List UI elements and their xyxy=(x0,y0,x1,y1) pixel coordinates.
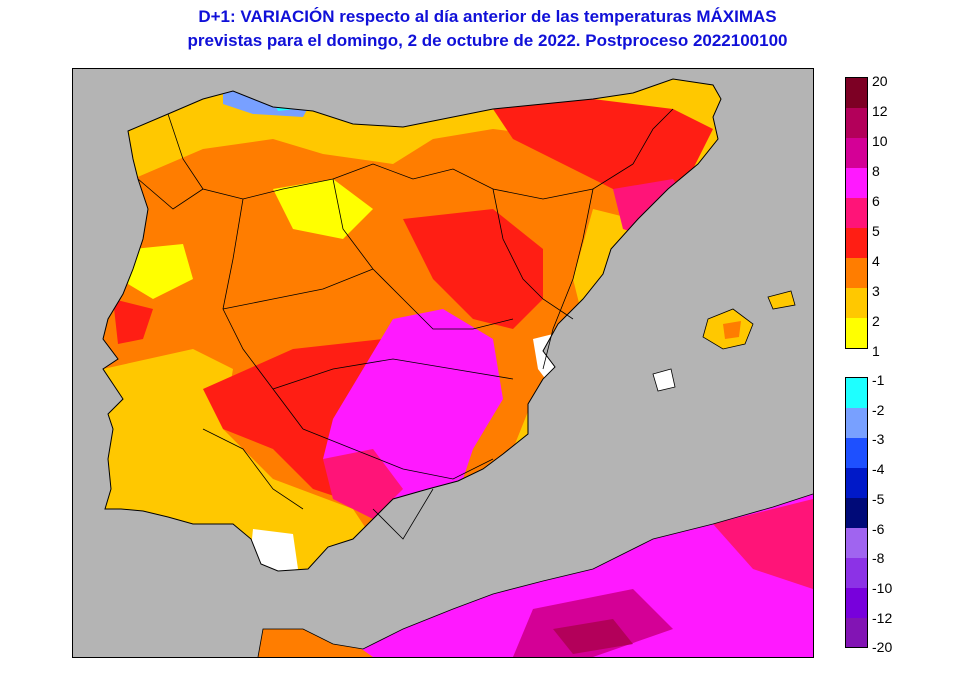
legend-label: -8 xyxy=(872,550,885,567)
legend-swatch xyxy=(846,288,867,318)
legend-label: 8 xyxy=(872,163,880,179)
legend-swatch xyxy=(846,78,867,108)
map-title-line-1: D+1: VARIACIÓN respecto al día anterior … xyxy=(198,7,777,26)
legend-negative-scale xyxy=(845,377,868,648)
legend-label: 3 xyxy=(872,283,880,299)
legend-label: 10 xyxy=(872,133,888,149)
legend-label: -12 xyxy=(872,609,893,626)
legend-swatch xyxy=(846,438,867,468)
legend-swatch xyxy=(846,318,867,348)
legend-label: 4 xyxy=(872,253,880,269)
legend-swatch xyxy=(846,378,867,408)
legend-label: -4 xyxy=(872,461,885,478)
legend-label: 2 xyxy=(872,313,880,329)
legend-label: -5 xyxy=(872,490,885,507)
legend-label: 20 xyxy=(872,73,888,89)
region-borders xyxy=(137,108,674,540)
legend-label: -20 xyxy=(872,639,893,656)
legend-swatch xyxy=(846,138,867,168)
temperature-variation-map xyxy=(72,68,814,658)
legend-swatch xyxy=(846,468,867,498)
legend-label: -2 xyxy=(872,401,885,418)
legend-swatch xyxy=(846,198,867,228)
legend-swatch xyxy=(846,498,867,528)
legend-swatch xyxy=(846,228,867,258)
legend-label: -6 xyxy=(872,520,885,537)
legend-swatch xyxy=(846,588,867,618)
legend-label: -3 xyxy=(872,431,885,448)
legend-label: -10 xyxy=(872,579,893,596)
legend-swatch xyxy=(846,108,867,138)
balearic-islands xyxy=(652,290,796,392)
legend-label: 12 xyxy=(872,103,888,119)
legend-positive-scale xyxy=(845,77,868,349)
legend-swatch xyxy=(846,558,867,588)
legend-swatch xyxy=(846,408,867,438)
legend-label: 1 xyxy=(872,343,880,359)
legend-swatch xyxy=(846,618,867,647)
legend-swatch xyxy=(846,258,867,288)
legend-swatch xyxy=(846,528,867,558)
legend-label: 5 xyxy=(872,223,880,239)
map-title-line-2: previstas para el domingo, 2 de octubre … xyxy=(187,31,788,50)
legend-label: 6 xyxy=(872,193,880,209)
legend-label: -1 xyxy=(872,372,885,388)
legend-swatch xyxy=(846,168,867,198)
